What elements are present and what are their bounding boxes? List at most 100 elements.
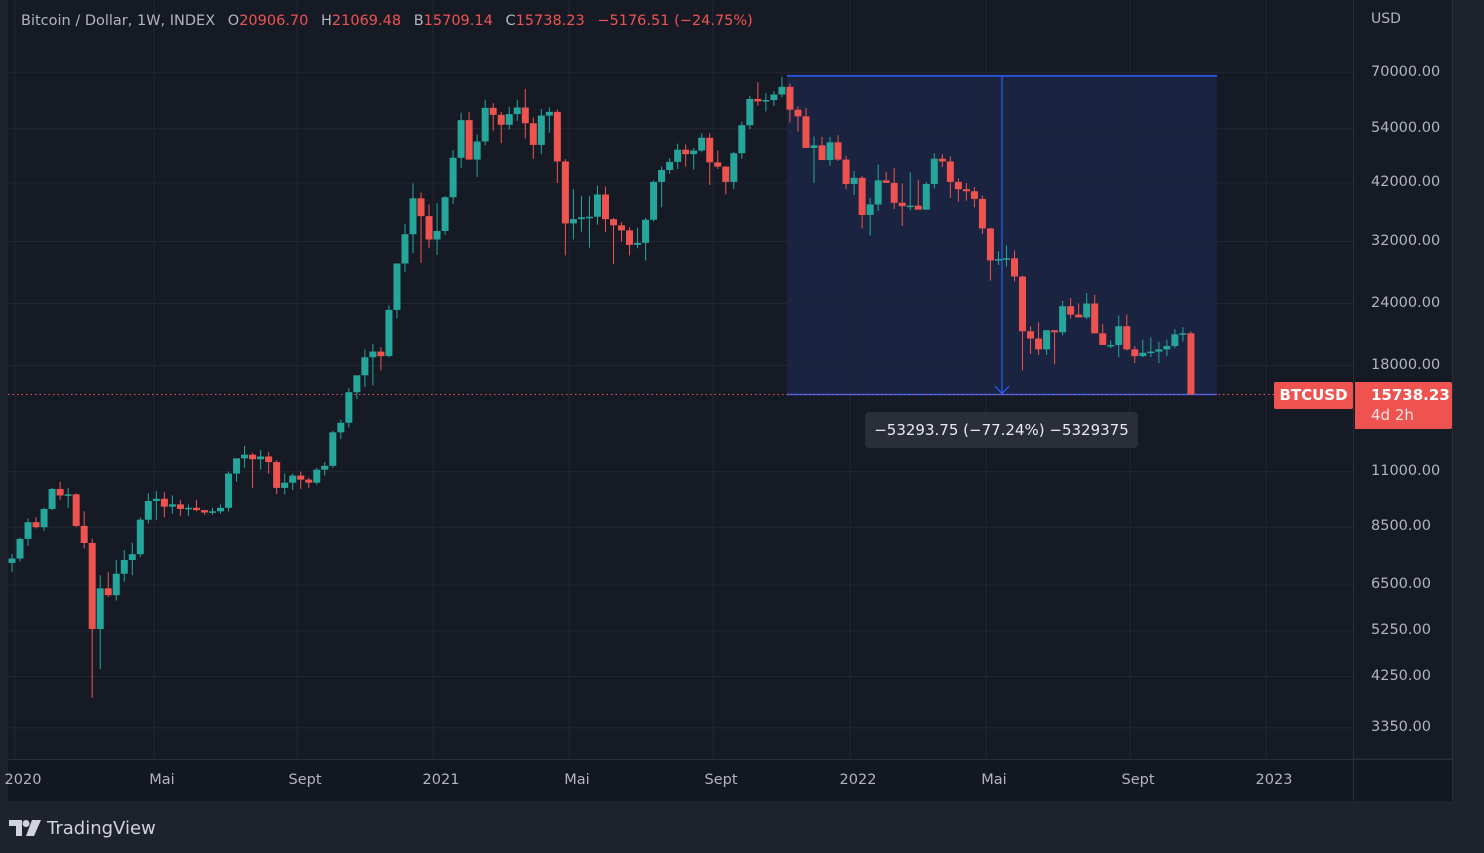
candle-body[interactable] bbox=[200, 510, 208, 513]
candle-body[interactable] bbox=[305, 479, 313, 483]
candle-body[interactable] bbox=[8, 558, 16, 563]
candle-body[interactable] bbox=[738, 125, 746, 154]
candle-body[interactable] bbox=[994, 259, 1002, 261]
candle-body[interactable] bbox=[1059, 306, 1067, 333]
candle-body[interactable] bbox=[874, 180, 882, 205]
candle-body[interactable] bbox=[1107, 344, 1115, 347]
candle-body[interactable] bbox=[962, 189, 970, 192]
candle-body[interactable] bbox=[433, 230, 441, 240]
candle-body[interactable] bbox=[1051, 330, 1059, 333]
candle-body[interactable] bbox=[16, 538, 24, 559]
candle-body[interactable] bbox=[914, 205, 922, 210]
candle-body[interactable] bbox=[561, 161, 569, 224]
candle-body[interactable] bbox=[80, 525, 88, 543]
candle-body[interactable] bbox=[1067, 306, 1075, 315]
candle-body[interactable] bbox=[569, 219, 577, 224]
candle-body[interactable] bbox=[585, 216, 593, 219]
candle-body[interactable] bbox=[209, 511, 216, 513]
candle-body[interactable] bbox=[601, 194, 609, 220]
candle-body[interactable] bbox=[353, 375, 361, 393]
candle-body[interactable] bbox=[1115, 326, 1123, 345]
candle-body[interactable] bbox=[112, 573, 120, 596]
candle-body[interactable] bbox=[730, 153, 738, 182]
candle-body[interactable] bbox=[56, 488, 64, 496]
candle-body[interactable] bbox=[754, 98, 762, 102]
candle-body[interactable] bbox=[1035, 338, 1043, 350]
candle-body[interactable] bbox=[104, 588, 112, 596]
candle-body[interactable] bbox=[746, 98, 754, 126]
candle-body[interactable] bbox=[1019, 276, 1027, 332]
candle-body[interactable] bbox=[457, 120, 465, 158]
candle-body[interactable] bbox=[634, 242, 642, 245]
candle-body[interactable] bbox=[96, 588, 104, 629]
candle-body[interactable] bbox=[626, 230, 634, 245]
candle-body[interactable] bbox=[610, 219, 617, 226]
candle-body[interactable] bbox=[986, 228, 994, 261]
candle-body[interactable] bbox=[898, 202, 906, 207]
candle-body[interactable] bbox=[593, 194, 601, 217]
candlestick-chart[interactable] bbox=[8, 0, 1353, 758]
candle-body[interactable] bbox=[1027, 331, 1035, 339]
candle-body[interactable] bbox=[128, 554, 136, 560]
candle-body[interactable] bbox=[393, 263, 401, 310]
candle-body[interactable] bbox=[176, 504, 184, 509]
candle-body[interactable] bbox=[88, 542, 96, 629]
candle-body[interactable] bbox=[818, 145, 826, 161]
candle-body[interactable] bbox=[417, 198, 425, 217]
candle-body[interactable] bbox=[1131, 349, 1139, 357]
candle-body[interactable] bbox=[890, 182, 898, 203]
candle-body[interactable] bbox=[473, 141, 481, 160]
candle-body[interactable] bbox=[297, 475, 305, 480]
candle-body[interactable] bbox=[72, 494, 80, 526]
candle-body[interactable] bbox=[1083, 303, 1091, 318]
candle-body[interactable] bbox=[329, 432, 337, 466]
candle-body[interactable] bbox=[465, 120, 473, 160]
candle-body[interactable] bbox=[706, 137, 714, 163]
candle-body[interactable] bbox=[946, 161, 954, 182]
candle-body[interactable] bbox=[545, 111, 553, 116]
candle-body[interactable] bbox=[866, 204, 874, 215]
candle-body[interactable] bbox=[513, 107, 521, 115]
candle-body[interactable] bbox=[152, 498, 160, 501]
candle-body[interactable] bbox=[1139, 352, 1147, 357]
chart-pane[interactable] bbox=[8, 0, 1353, 758]
candle-body[interactable] bbox=[361, 357, 369, 376]
candle-body[interactable] bbox=[241, 454, 249, 459]
candle-body[interactable] bbox=[954, 181, 962, 190]
candle-body[interactable] bbox=[369, 351, 377, 358]
candle-body[interactable] bbox=[618, 225, 626, 231]
price-axis[interactable]: 70000.00 54000.00 42000.00 32000.00 24000.00… bbox=[1354, 0, 1452, 758]
candle-body[interactable] bbox=[40, 508, 48, 528]
candle-body[interactable] bbox=[882, 180, 890, 183]
candle-body[interactable] bbox=[674, 149, 682, 162]
candle-body[interactable] bbox=[337, 422, 345, 433]
candle-body[interactable] bbox=[1043, 330, 1051, 350]
candle-body[interactable] bbox=[1075, 314, 1083, 318]
candle-body[interactable] bbox=[1002, 258, 1010, 260]
candle-body[interactable] bbox=[249, 454, 257, 460]
candle-body[interactable] bbox=[425, 216, 433, 240]
candle-body[interactable] bbox=[722, 166, 730, 182]
candle-body[interactable] bbox=[481, 107, 489, 142]
candle-body[interactable] bbox=[1179, 333, 1187, 335]
candle-body[interactable] bbox=[770, 94, 778, 101]
candle-body[interactable] bbox=[257, 456, 265, 460]
candle-body[interactable] bbox=[1011, 258, 1018, 277]
candle-body[interactable] bbox=[225, 473, 233, 508]
candle-body[interactable] bbox=[64, 494, 72, 496]
candle-body[interactable] bbox=[970, 191, 978, 199]
candle-body[interactable] bbox=[192, 507, 200, 511]
candle-body[interactable] bbox=[850, 177, 858, 184]
candle-body[interactable] bbox=[930, 158, 938, 184]
candle-body[interactable] bbox=[1171, 334, 1179, 347]
candle-body[interactable] bbox=[1187, 333, 1195, 395]
currency-label[interactable]: USD bbox=[1371, 11, 1401, 27]
candle-body[interactable] bbox=[24, 522, 32, 539]
candle-body[interactable] bbox=[120, 559, 128, 574]
candle-body[interactable] bbox=[794, 109, 802, 117]
candle-body[interactable] bbox=[778, 86, 786, 95]
candle-body[interactable] bbox=[650, 181, 658, 220]
candle-body[interactable] bbox=[32, 522, 40, 528]
candle-body[interactable] bbox=[858, 177, 866, 215]
candle-body[interactable] bbox=[160, 498, 168, 507]
